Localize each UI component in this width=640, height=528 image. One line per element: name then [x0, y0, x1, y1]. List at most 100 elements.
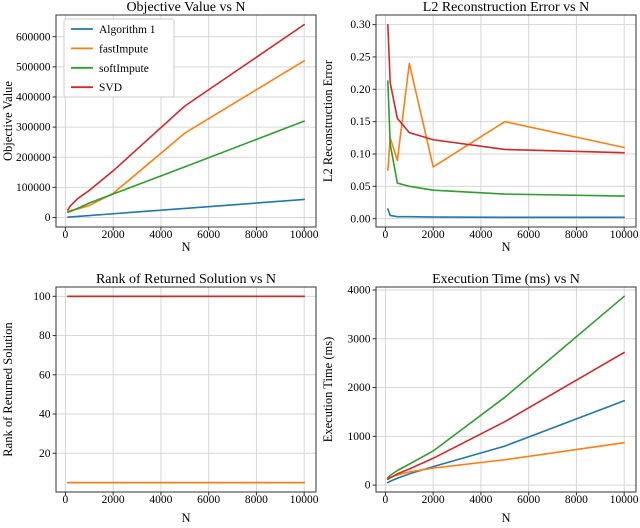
y-tick-label: 100000: [16, 182, 51, 194]
series-lines: [387, 23, 625, 219]
x-tick-label: 0: [383, 494, 389, 506]
x-tick-label: 2000: [102, 229, 125, 241]
y-tick-label: 0.15: [350, 116, 370, 128]
series-line-svd: [387, 351, 625, 481]
y-axis-label: L2 Reconstruction Error: [321, 59, 335, 182]
x-axis-label: N: [501, 511, 510, 525]
y-tick-label: 0.30: [350, 19, 370, 31]
chart-title: Rank of Returned Solution vs N: [96, 272, 276, 287]
x-tick-label: 8000: [565, 229, 588, 241]
x-axis-label: N: [181, 511, 190, 525]
y-tick-label: 3000: [348, 333, 371, 345]
series-line-softimpute: [387, 80, 625, 197]
x-tick-label: 6000: [197, 494, 220, 506]
y-tick-label: 400000: [16, 92, 51, 104]
chart-objective-value: 0 2000 4000 6000 8000 10000 0 100000 200000 30000…: [0, 0, 320, 264]
y-tick-label: 40: [39, 409, 51, 421]
x-tick-label: 2000: [422, 494, 445, 506]
ticks: 0 2000 4000 6000 8000 10000010000020000030000…: [16, 31, 319, 241]
series-lines: [67, 295, 305, 484]
chart-title: L2 Reconstruction Error vs N: [423, 0, 589, 15]
y-tick-label: 200000: [16, 152, 51, 164]
x-tick-label: 2000: [102, 494, 125, 506]
legend-label: softImpute: [99, 63, 149, 75]
ticks: 0 2000 4000 6000 8000 10000 0 1000 2000 3000 4000: [348, 285, 639, 506]
series-line-softimpute: [387, 295, 625, 479]
series-line-algorithm-1: [67, 198, 305, 219]
x-tick-label: 10000: [290, 494, 319, 506]
y-tick-label: 60: [39, 369, 51, 381]
x-tick-label: 8000: [245, 229, 268, 241]
l2-reconstruction-error-plot: 0 2000 4000 6000 8000 10000 0.00 0.05 0.10 0.15 0.…: [321, 0, 639, 254]
y-tick-label: 600000: [16, 31, 51, 43]
series-line-fastimpute: [67, 60, 305, 213]
x-tick-label: 6000: [197, 229, 220, 241]
rank-of-returned-solution-plot: 0 2000 4000 6000 8000 10000 20 40 60 80 100 Rank of…: [1, 272, 319, 525]
ticks: 0 2000 4000 6000 8000 10000 20 40 60 80 100: [33, 291, 319, 506]
x-axis-label: N: [501, 240, 510, 254]
series-line-algorithm-1: [387, 399, 625, 484]
axes-spines: [375, 14, 637, 228]
series-line-svd: [67, 23, 305, 211]
execution-time-plot: 0 2000 4000 6000 8000 10000 0 1000 2000 3000 4000 E…: [321, 272, 639, 525]
chart-l2-reconstruction-error: 0 2000 4000 6000 8000 10000 0.00 0.05 0.10 0.15 0.…: [320, 0, 640, 264]
y-tick-label: 0: [45, 212, 51, 224]
y-tick-label: 0.00: [350, 213, 370, 225]
x-axis-label: N: [181, 240, 190, 254]
y-tick-label: 0.05: [350, 181, 370, 193]
axes-spines: [375, 286, 637, 493]
chart-execution-time: 0 2000 4000 6000 8000 10000 0 1000 2000 3000 4000 E…: [320, 264, 640, 528]
x-tick-label: 0: [383, 229, 389, 241]
x-tick-label: 4000: [469, 494, 492, 506]
x-tick-label: 0: [63, 229, 69, 241]
chart-title: Objective Value vs N: [126, 0, 245, 15]
ticks: 0 2000 4000 6000 8000 10000 0.00 0.05 0.10 0.15 0.…: [350, 19, 638, 241]
x-tick-label: 6000: [517, 229, 540, 241]
x-tick-label: 4000: [149, 494, 172, 506]
x-tick-label: 6000: [517, 494, 540, 506]
legend-label: SVD: [99, 82, 122, 94]
x-tick-label: 0: [63, 494, 69, 506]
x-tick-label: 8000: [245, 494, 268, 506]
y-tick-label: 4000: [348, 285, 371, 297]
x-tick-label: 2000: [422, 229, 445, 241]
legend: Algorithm 1 fastImpute softImpute SVD: [63, 18, 175, 98]
grid: [56, 287, 316, 492]
y-tick-label: 0.10: [350, 149, 370, 161]
y-tick-label: 20: [39, 448, 51, 460]
legend-label: fastImpute: [99, 43, 148, 55]
axes-spines: [55, 14, 317, 228]
grid: [376, 15, 636, 227]
y-tick-label: 500000: [16, 61, 51, 73]
objective-value-plot: 0 2000 4000 6000 8000 10000010000020000030000…: [1, 0, 319, 254]
series-line-svd: [387, 23, 625, 154]
y-tick-label: 300000: [16, 122, 51, 134]
y-axis-label: Rank of Returned Solution: [1, 322, 15, 457]
x-tick-label: 4000: [149, 229, 172, 241]
y-tick-label: 0.20: [350, 84, 370, 96]
series-line-fastimpute: [387, 441, 625, 480]
series-line-algorithm-1: [387, 208, 625, 219]
x-tick-label: 10000: [610, 494, 639, 506]
series-line-softimpute: [67, 120, 305, 214]
series-lines: [67, 23, 305, 219]
y-tick-label: 1000: [348, 431, 371, 443]
y-axis-label: Execution Time (ms): [321, 337, 335, 443]
x-tick-label: 4000: [469, 229, 492, 241]
axes-spines: [55, 286, 317, 493]
chart-rank-of-returned-solution: 0 2000 4000 6000 8000 10000 20 40 60 80 100 Rank of…: [0, 264, 320, 528]
x-tick-label: 10000: [610, 229, 639, 241]
y-tick-label: 0: [365, 480, 371, 492]
x-tick-label: 8000: [565, 494, 588, 506]
legend-label: Algorithm 1: [99, 24, 156, 36]
y-axis-label: Objective Value: [1, 81, 15, 161]
grid: [376, 287, 636, 492]
y-tick-label: 2000: [348, 382, 371, 394]
y-tick-label: 0.25: [350, 52, 370, 64]
series-lines: [387, 295, 625, 484]
y-tick-label: 80: [39, 330, 51, 342]
legend-box: [63, 18, 175, 98]
chart-title: Execution Time (ms) vs N: [432, 272, 580, 287]
x-tick-label: 10000: [290, 229, 319, 241]
